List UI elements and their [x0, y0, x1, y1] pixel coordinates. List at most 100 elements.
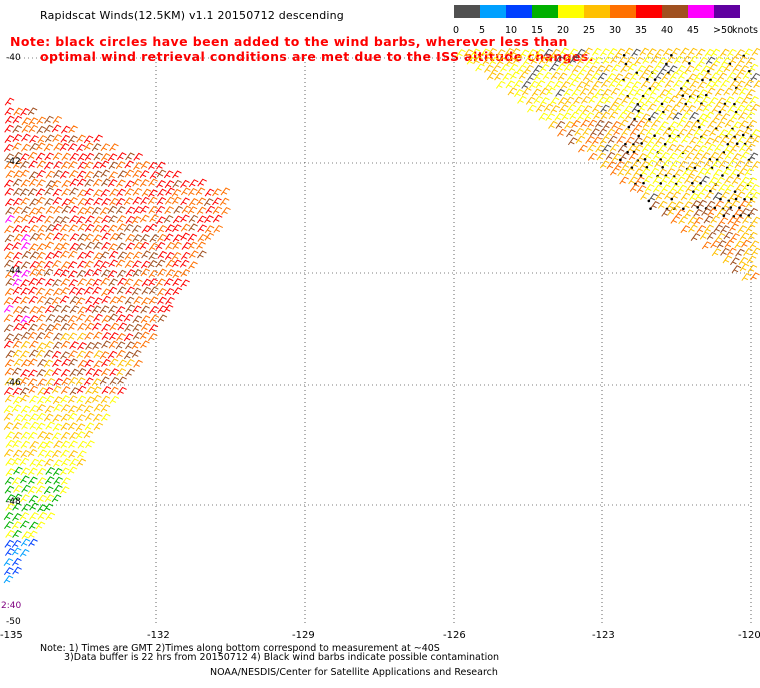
wind-barb [53, 332, 63, 341]
wind-barb [575, 48, 586, 57]
wind-barb [157, 188, 167, 197]
wind-barb [750, 72, 760, 81]
wind-barb [132, 178, 142, 187]
wind-barb [645, 71, 657, 81]
wind-barb [76, 313, 86, 322]
wind-barb [587, 65, 598, 74]
wind-barb [692, 184, 703, 193]
wind-barb [69, 205, 79, 214]
wind-barb [707, 63, 718, 73]
wind-barb [614, 160, 625, 169]
wind-barb [101, 340, 111, 349]
wind-barb [28, 160, 38, 169]
wind-barb [652, 184, 663, 193]
wind-barb [578, 144, 588, 153]
wind-barb [35, 188, 46, 197]
wind-barb [586, 144, 597, 153]
wind-barb [116, 179, 126, 188]
wind-barb [117, 386, 127, 395]
wind-barb [13, 414, 24, 422]
wind-barb [593, 111, 603, 120]
wind-barb [747, 264, 758, 273]
wind-barb [196, 215, 207, 224]
wind-barb [676, 97, 687, 106]
wind-barb [653, 95, 663, 104]
legend-swatch [584, 5, 610, 18]
wind-barb [611, 153, 622, 162]
wind-barb [749, 184, 760, 193]
wind-barb [109, 322, 120, 331]
wind-barb [29, 198, 39, 207]
wind-barb [685, 184, 696, 193]
quality-flag-dot [736, 174, 740, 177]
wind-barb [52, 414, 63, 423]
wind-barb [688, 224, 698, 233]
wind-barb [704, 48, 715, 57]
wind-barb [597, 72, 608, 81]
wind-barb [599, 136, 610, 145]
wind-barb [698, 119, 709, 129]
wind-barb [12, 269, 23, 278]
wind-barb [491, 65, 501, 73]
wind-barb [706, 143, 717, 152]
wind-barb [77, 278, 87, 287]
wind-barb [140, 315, 151, 324]
wind-barb [549, 96, 560, 105]
wind-barb [686, 128, 696, 137]
wind-barb [36, 295, 47, 304]
wind-barb [575, 104, 586, 113]
wind-barb [84, 422, 95, 431]
wind-barb [576, 81, 586, 90]
wind-barb [489, 56, 500, 65]
wind-barb [684, 96, 695, 106]
wind-barb [28, 178, 39, 187]
wind-barb [592, 80, 602, 89]
lon-label-135: -135 [0, 630, 23, 641]
wind-barb [116, 152, 127, 161]
wind-barb [51, 449, 62, 458]
wind-barb [19, 377, 30, 385]
wind-barb [99, 206, 110, 215]
wind-barb [196, 241, 206, 250]
wind-barb [605, 128, 616, 137]
wind-barb [563, 63, 574, 72]
wind-barb [75, 297, 86, 306]
wind-barb [555, 120, 566, 129]
wind-barb [632, 136, 643, 146]
wind-barb [12, 197, 23, 206]
wind-barb [37, 396, 47, 404]
wind-barb [44, 494, 55, 503]
wind-barb [19, 387, 30, 396]
wind-barb [92, 234, 103, 243]
wind-barb [574, 72, 585, 81]
wind-barb [617, 144, 628, 153]
wind-barb [115, 314, 126, 323]
wind-barb [188, 223, 198, 232]
wind-barb [116, 295, 127, 304]
wind-barb [661, 159, 672, 169]
wind-barb [730, 144, 740, 153]
wind-barb [11, 477, 22, 486]
wind-barb [561, 56, 572, 65]
wind-barb [116, 269, 127, 278]
wind-barb [4, 394, 15, 403]
wind-barb [125, 358, 135, 367]
wind-barb [28, 538, 38, 547]
wind-barb [713, 200, 724, 210]
wind-barb [527, 72, 537, 81]
wind-barb [141, 297, 151, 306]
wind-barb [631, 81, 642, 90]
wind-barb [44, 324, 55, 332]
wind-barb [738, 111, 748, 120]
wind-barb [12, 278, 22, 287]
wind-barb [654, 104, 665, 113]
wind-barb [109, 368, 119, 377]
wind-barb [139, 170, 150, 178]
wind-barb [21, 531, 32, 540]
wind-barb [36, 368, 46, 377]
wind-barb [36, 214, 46, 223]
wind-barb [624, 167, 635, 176]
wind-barb [4, 97, 15, 106]
wind-barb [750, 191, 760, 201]
wind-barb [524, 64, 534, 73]
